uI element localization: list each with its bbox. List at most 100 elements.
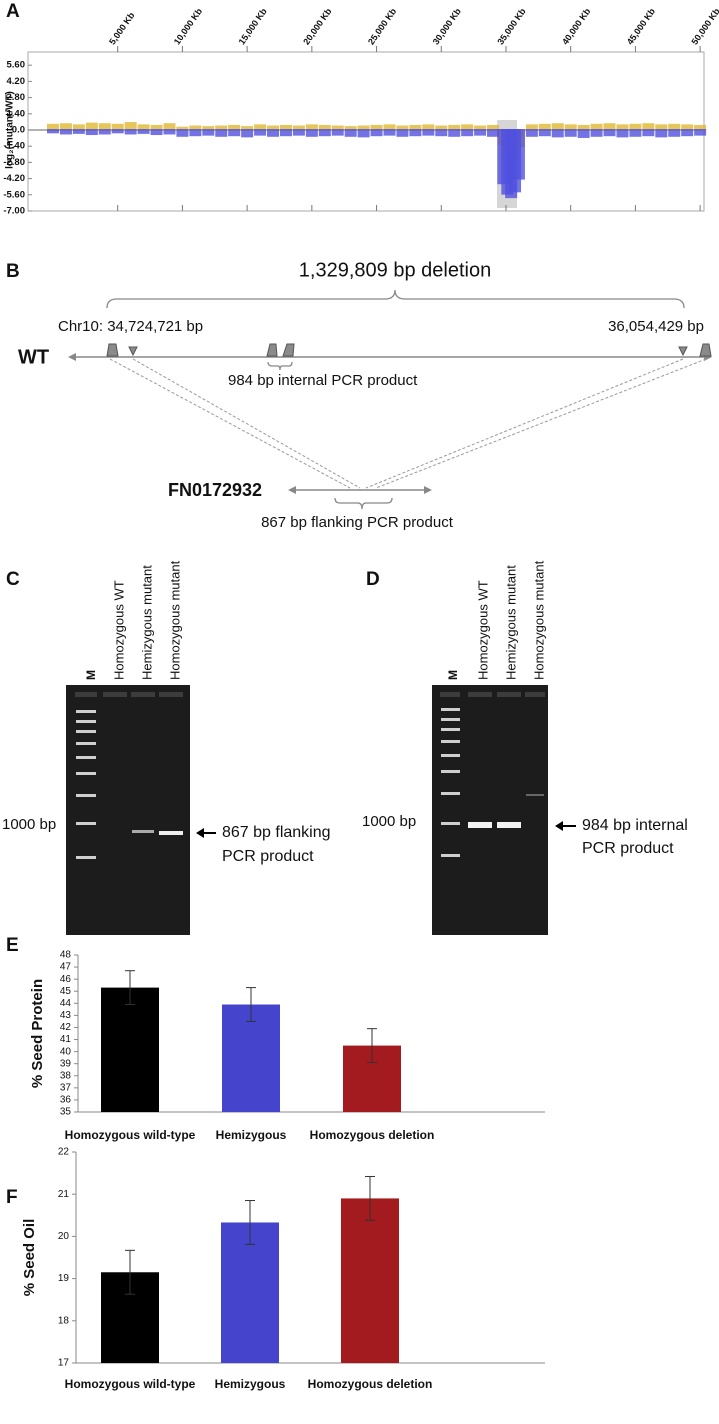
point <box>124 122 137 131</box>
x-tick-label: 20,000 Kb <box>301 6 334 47</box>
band <box>132 830 154 833</box>
primer <box>678 346 688 357</box>
point <box>59 123 72 131</box>
lane-label: Homozygous WT <box>475 580 490 680</box>
panel-label: A <box>6 1 20 22</box>
band <box>159 831 183 835</box>
y-tick-label: 40 <box>60 1046 72 1057</box>
lane-label: Homozygous mutant <box>167 560 182 680</box>
point <box>189 125 202 131</box>
panel-label: D <box>366 569 380 590</box>
point <box>396 129 409 137</box>
deletion-label: 1,329,809 bp deletion <box>299 259 491 281</box>
point <box>72 124 85 131</box>
point <box>590 123 603 131</box>
point <box>668 123 681 131</box>
point <box>422 124 435 131</box>
point <box>655 124 668 131</box>
y-tick-label: 36 <box>60 1095 72 1106</box>
panel-label: E <box>6 935 19 956</box>
point <box>111 123 124 131</box>
point <box>228 124 241 131</box>
point <box>629 129 642 137</box>
point <box>616 129 629 138</box>
point <box>202 126 215 131</box>
point <box>538 129 551 137</box>
point <box>176 126 189 131</box>
x-tick-label: Hemizygous <box>215 1377 286 1391</box>
y-tick-label: 39 <box>60 1058 72 1069</box>
flanking-product: 867 bp flanking PCR product <box>261 514 454 531</box>
point <box>331 125 344 131</box>
arrow <box>68 353 76 361</box>
point <box>694 124 707 131</box>
point <box>72 129 85 134</box>
x-tick-label: Homozygous wild-type <box>65 1377 196 1391</box>
y-tick-label: -5.60 <box>3 189 25 200</box>
y-tick-label: 19 <box>58 1273 70 1284</box>
y-tick-label: 22 <box>58 1147 70 1158</box>
y-tick-label: 17 <box>58 1358 70 1369</box>
point <box>487 124 500 131</box>
x-tick-label: 10,000 Kb <box>172 6 205 47</box>
point <box>59 129 72 135</box>
point <box>202 129 215 136</box>
point <box>150 129 163 136</box>
point <box>564 124 577 131</box>
band <box>497 822 521 828</box>
bar <box>341 1198 399 1363</box>
point <box>124 129 137 135</box>
point <box>279 129 292 137</box>
y-tick-label: 46 <box>60 974 72 985</box>
point <box>577 124 590 131</box>
x-tick-label: Homozygous deletion <box>310 1128 435 1142</box>
arrow <box>288 486 296 494</box>
y-tick-label: -2.80 <box>3 157 25 168</box>
point <box>487 129 500 137</box>
x-tick-label: 45,000 Kb <box>625 6 658 47</box>
x-tick-label: 25,000 Kb <box>366 6 399 47</box>
bar <box>101 987 159 1112</box>
point <box>512 129 525 180</box>
point <box>461 124 474 131</box>
size-marker: 1000 bp <box>362 813 416 830</box>
gel-d: M Homozygous WT Hemizygous mutant Homozy… <box>362 560 688 935</box>
point <box>344 126 357 131</box>
point <box>254 124 267 131</box>
y-tick-label: 38 <box>60 1070 72 1081</box>
y-tick-label: 37 <box>60 1082 72 1093</box>
primer <box>266 343 278 357</box>
panel-label: F <box>6 1187 18 1208</box>
point <box>241 129 254 138</box>
point <box>47 123 59 131</box>
point <box>331 129 344 136</box>
point <box>163 129 176 135</box>
y-tick-label: 45 <box>60 986 72 997</box>
point <box>681 124 694 131</box>
point <box>474 129 487 136</box>
point <box>551 123 564 131</box>
gel <box>66 685 190 935</box>
point <box>409 129 422 137</box>
point <box>279 124 292 131</box>
point <box>629 123 642 131</box>
y-tick-label: 0.0 <box>12 125 25 136</box>
point <box>267 129 280 137</box>
point <box>461 129 474 137</box>
x-tick-label: 40,000 Kb <box>560 6 593 47</box>
internal-product: 984 bp internal PCR product <box>228 372 418 389</box>
band <box>468 822 492 828</box>
y-tick-label: 41 <box>60 1034 72 1045</box>
y-tick-label: 48 <box>60 950 72 961</box>
y-tick-label: 20 <box>58 1231 70 1242</box>
point <box>137 129 150 134</box>
point <box>215 129 228 137</box>
point <box>98 123 111 131</box>
arrow <box>555 821 563 831</box>
size-marker: 1000 bp <box>2 816 56 833</box>
wt-label: WT <box>18 346 49 368</box>
primer <box>282 343 295 357</box>
x-tick-label: 15,000 Kb <box>237 6 270 47</box>
primer <box>128 346 138 357</box>
y-tick-label: 43 <box>60 1010 72 1021</box>
